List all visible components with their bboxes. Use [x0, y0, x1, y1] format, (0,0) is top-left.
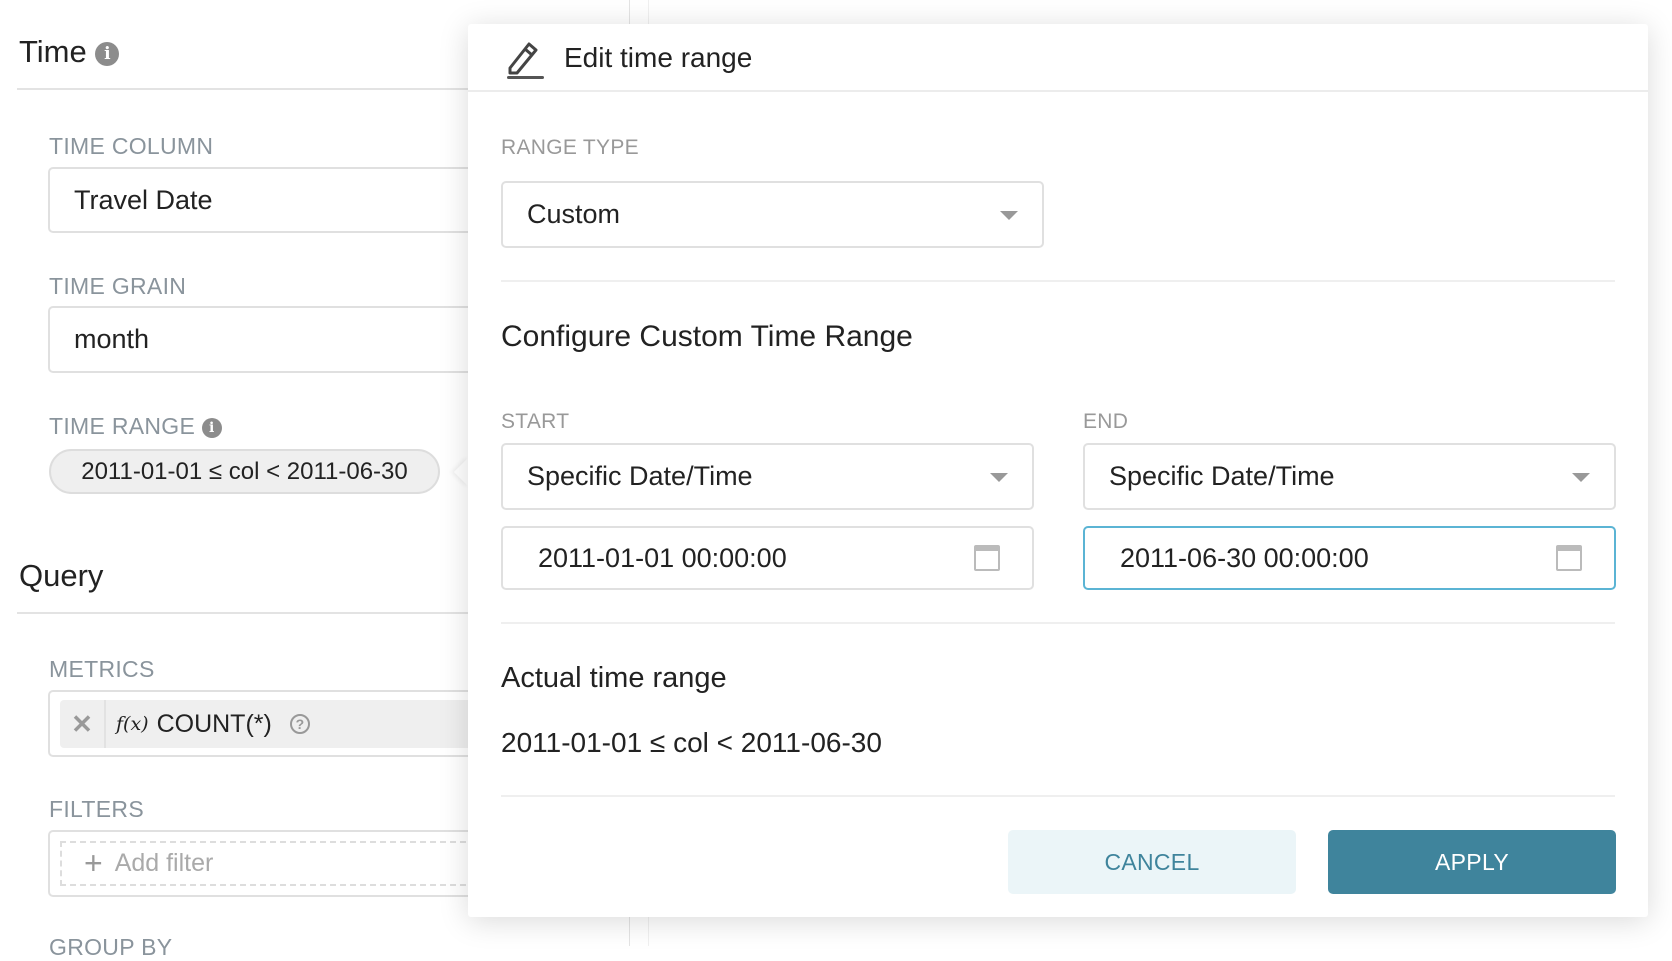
actual-range-title: Actual time range [501, 662, 727, 694]
modal-title: Edit time range [564, 42, 753, 73]
metric-tag[interactable]: ✕ f(x) COUNT(*) ? [60, 700, 486, 748]
cancel-button[interactable]: CANCEL [1008, 830, 1296, 894]
filters-label: FILTERS [49, 796, 144, 822]
chevron-down-icon [1572, 472, 1590, 482]
end-datetime-input[interactable]: 2011-06-30 00:00:00 [1083, 526, 1616, 590]
metrics-label: METRICS [49, 656, 155, 682]
time-column-select[interactable]: Travel Date [48, 167, 488, 233]
start-mode-select[interactable]: Specific Date/Time [501, 443, 1034, 510]
start-datetime-input[interactable]: 2011-01-01 00:00:00 [501, 526, 1034, 590]
range-type-label: RANGE TYPE [501, 136, 639, 159]
time-column-label: TIME COLUMN [49, 133, 214, 159]
query-section-title: Query [19, 558, 104, 593]
actual-range-value: 2011-01-01 ≤ col < 2011-06-30 [501, 727, 882, 758]
calendar-icon[interactable] [1556, 545, 1582, 571]
edit-time-range-popover: Edit time range RANGE TYPE Custom Config… [468, 24, 1648, 917]
time-range-label: TIME RANGE i [49, 413, 222, 440]
time-grain-select[interactable]: month [48, 306, 488, 373]
divider [501, 280, 1615, 282]
time-range-pill[interactable]: 2011-01-01 ≤ col < 2011-06-30 [49, 449, 440, 494]
remove-metric-icon[interactable]: ✕ [60, 700, 106, 748]
divider [501, 795, 1615, 797]
section-divider [17, 88, 477, 90]
range-type-select[interactable]: Custom [501, 181, 1044, 248]
time-section-title: Time i [19, 34, 120, 70]
apply-button[interactable]: APPLY [1328, 830, 1616, 894]
function-icon: f(x) [116, 713, 149, 735]
custom-range-title: Configure Custom Time Range [501, 320, 913, 353]
calendar-icon[interactable] [974, 545, 1000, 571]
add-filter-button[interactable]: + Add filter [60, 841, 486, 886]
divider [501, 622, 1615, 624]
metric-name: COUNT(*) [156, 709, 272, 738]
help-icon[interactable]: ? [289, 714, 310, 734]
metrics-select[interactable]: ✕ f(x) COUNT(*) ? [48, 690, 488, 757]
start-label: START [501, 410, 570, 433]
end-mode-select[interactable]: Specific Date/Time [1083, 443, 1616, 510]
end-label: END [1083, 410, 1129, 433]
info-icon[interactable]: i [201, 417, 222, 438]
chevron-down-icon [1000, 210, 1018, 220]
group-by-label: GROUP BY [49, 934, 173, 960]
pencil-icon [507, 42, 544, 79]
modal-header: Edit time range [468, 24, 1648, 92]
filters-box: + Add filter [48, 830, 488, 897]
time-grain-label: TIME GRAIN [49, 273, 187, 299]
info-icon[interactable]: i [95, 41, 120, 66]
chevron-down-icon [990, 472, 1008, 482]
plus-icon: + [84, 845, 103, 881]
section-divider [17, 612, 477, 614]
